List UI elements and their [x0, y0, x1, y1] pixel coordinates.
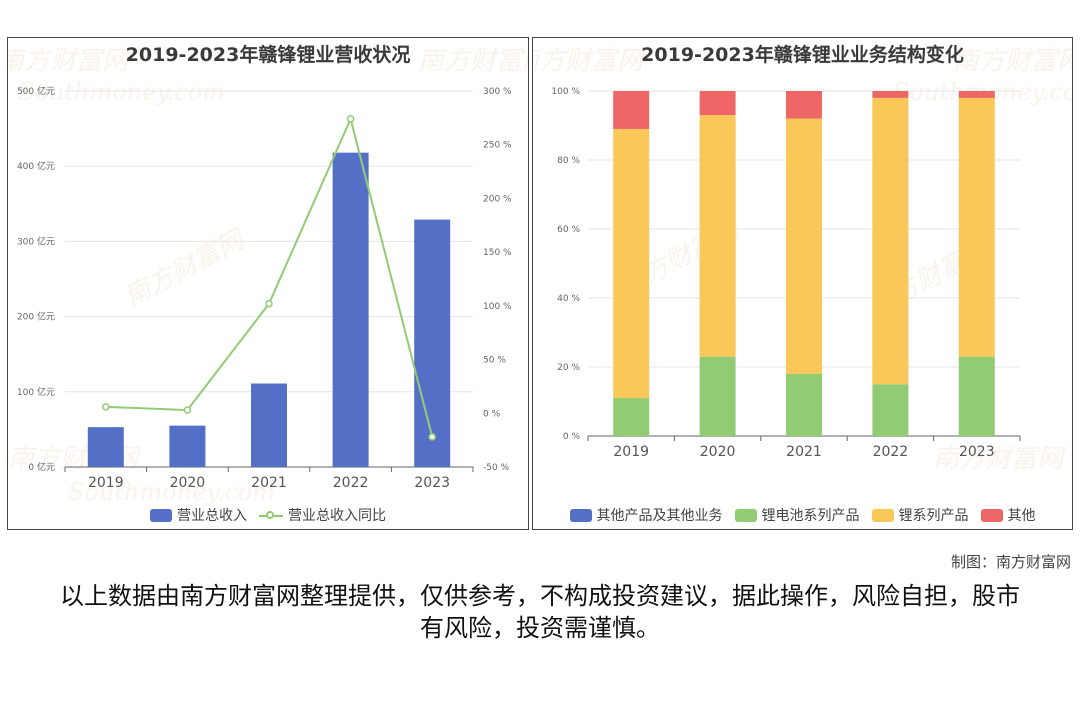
stacked-bar-segment [872, 384, 909, 436]
y-tick-label: 100 亿元 [17, 386, 55, 398]
y-tick-label: 0 % [563, 432, 581, 442]
stacked-bar-segment [699, 356, 736, 436]
y-tick-label: 60 % [557, 225, 580, 235]
y2-tick-label: 100 % [483, 302, 512, 312]
legend-item-revenue[interactable]: 营业总收入 [150, 505, 247, 525]
stacked-bar-segment [699, 91, 736, 116]
legend-label: 其他 [1007, 508, 1036, 524]
point-revenue-yoy [428, 433, 436, 441]
stacked-bar-segment [958, 356, 995, 436]
stacked-bar-segment [786, 118, 822, 374]
stacked-bar-segment [872, 91, 909, 98]
revenue-chart-plot: 0 亿元 100 亿元 200 亿元 300 亿元 400 亿元 500 亿元 -50 % 0… [17, 85, 512, 491]
x-tick-label: 2023 [414, 475, 450, 491]
y2-tick-label: 300 % [483, 87, 512, 97]
x-tick-label: 2021 [251, 475, 287, 491]
legend-item-other[interactable]: 其他 [980, 505, 1036, 525]
legend-swatch [150, 508, 172, 522]
stacked-bar-segment [613, 91, 650, 129]
business-structure-plot: 0 % 20 % 40 % 60 % 80 % 100 % 2019 2020 2021 2022… [551, 87, 1021, 460]
y-tick-label: 40 % [557, 294, 580, 304]
x-tick-label: 2020 [700, 444, 736, 460]
point-revenue-yoy [346, 115, 355, 123]
x-tick-label: 2022 [873, 444, 909, 460]
y-tick-label: 400 亿元 [17, 160, 55, 172]
stacked-bar-segment [786, 91, 822, 119]
x-tick-label: 2019 [88, 475, 124, 491]
legend-item-lithium-battery[interactable]: 锂电池系列产品 [734, 505, 860, 525]
chart-credit: 制图：南方财富网 [950, 553, 1071, 571]
x-tick-label: 2023 [959, 444, 995, 460]
y-tick-label: 300 亿元 [17, 235, 55, 247]
bar-revenue [87, 427, 124, 467]
y2-tick-label: 250 % [483, 141, 512, 151]
bar-revenue [414, 219, 451, 467]
x-tick-label: 2022 [333, 475, 369, 491]
y-tick-label: 100 % [551, 87, 580, 97]
legend-item-lithium-series[interactable]: 锂系列产品 [871, 505, 969, 525]
x-tick-label: 2021 [786, 444, 822, 460]
legend-label: 锂电池系列产品 [761, 508, 860, 524]
business-structure-chart-panel: 南方财富网 南方财富网 南方财富网 南方财富网 南方财富网 Southmoney… [532, 37, 1073, 530]
chart-legend: 其他产品及其他业务 锂电池系列产品 锂系列产品 其他 [533, 505, 1072, 525]
y2-tick-label: 50 % [483, 356, 506, 366]
y2-tick-label: 0 % [483, 409, 501, 419]
bar-revenue [251, 383, 287, 467]
y-tick-label: 20 % [557, 363, 580, 373]
legend-swatch [980, 508, 1003, 522]
stacked-bar-segment [613, 398, 650, 436]
chart-title: 2019-2023年赣锋锂业营收状况 [125, 44, 411, 66]
legend-label: 营业总收入同比 [288, 508, 386, 524]
legend-swatch [569, 508, 592, 522]
y-tick-label: 0 亿元 [28, 461, 55, 473]
stacked-bar-segment [872, 97, 909, 385]
legend-label: 营业总收入 [177, 508, 247, 524]
y-tick-label: 500 亿元 [17, 85, 55, 97]
point-revenue-yoy [102, 403, 110, 411]
point-revenue-yoy [265, 299, 273, 308]
stacked-bar-segment [699, 115, 736, 357]
y-tick-label: 200 亿元 [17, 311, 55, 323]
bar-revenue [169, 425, 206, 467]
legend-item-revenue-yoy[interactable]: 营业总收入同比 [259, 505, 386, 525]
revenue-chart-panel: 南方财富网 南方财富网 南方财富网 南方财富网 Southmoney.com S… [7, 37, 529, 530]
bar-revenue [332, 152, 369, 467]
legend-swatch [734, 508, 757, 522]
legend-item-other-products[interactable]: 其他产品及其他业务 [569, 505, 723, 525]
stacked-bar-segment [786, 373, 822, 436]
chart-title: 2019-2023年赣锋锂业业务结构变化 [641, 44, 964, 66]
x-tick-label: 2019 [613, 444, 649, 460]
y2-tick-label: -50 % [483, 463, 510, 473]
point-revenue-yoy [183, 406, 192, 414]
legend-swatch [259, 509, 283, 522]
y-tick-label: 80 % [557, 156, 580, 166]
stacked-bar-segment [613, 128, 650, 399]
legend-swatch [871, 508, 894, 522]
stacked-bar-segment [958, 97, 995, 357]
legend-label: 其他产品及其他业务 [596, 508, 723, 524]
legend-label: 锂系列产品 [898, 508, 969, 524]
chart-legend: 营业总收入 营业总收入同比 [8, 505, 528, 525]
disclaimer-text: 以上数据由南方财富网整理提供，仅供参考，不构成投资建议，据此操作，风险自担，股市… [60, 582, 1020, 642]
x-tick-label: 2020 [170, 475, 206, 491]
y2-tick-label: 200 % [483, 194, 512, 204]
stacked-bar-segment [958, 91, 995, 98]
y2-tick-label: 150 % [483, 248, 512, 258]
